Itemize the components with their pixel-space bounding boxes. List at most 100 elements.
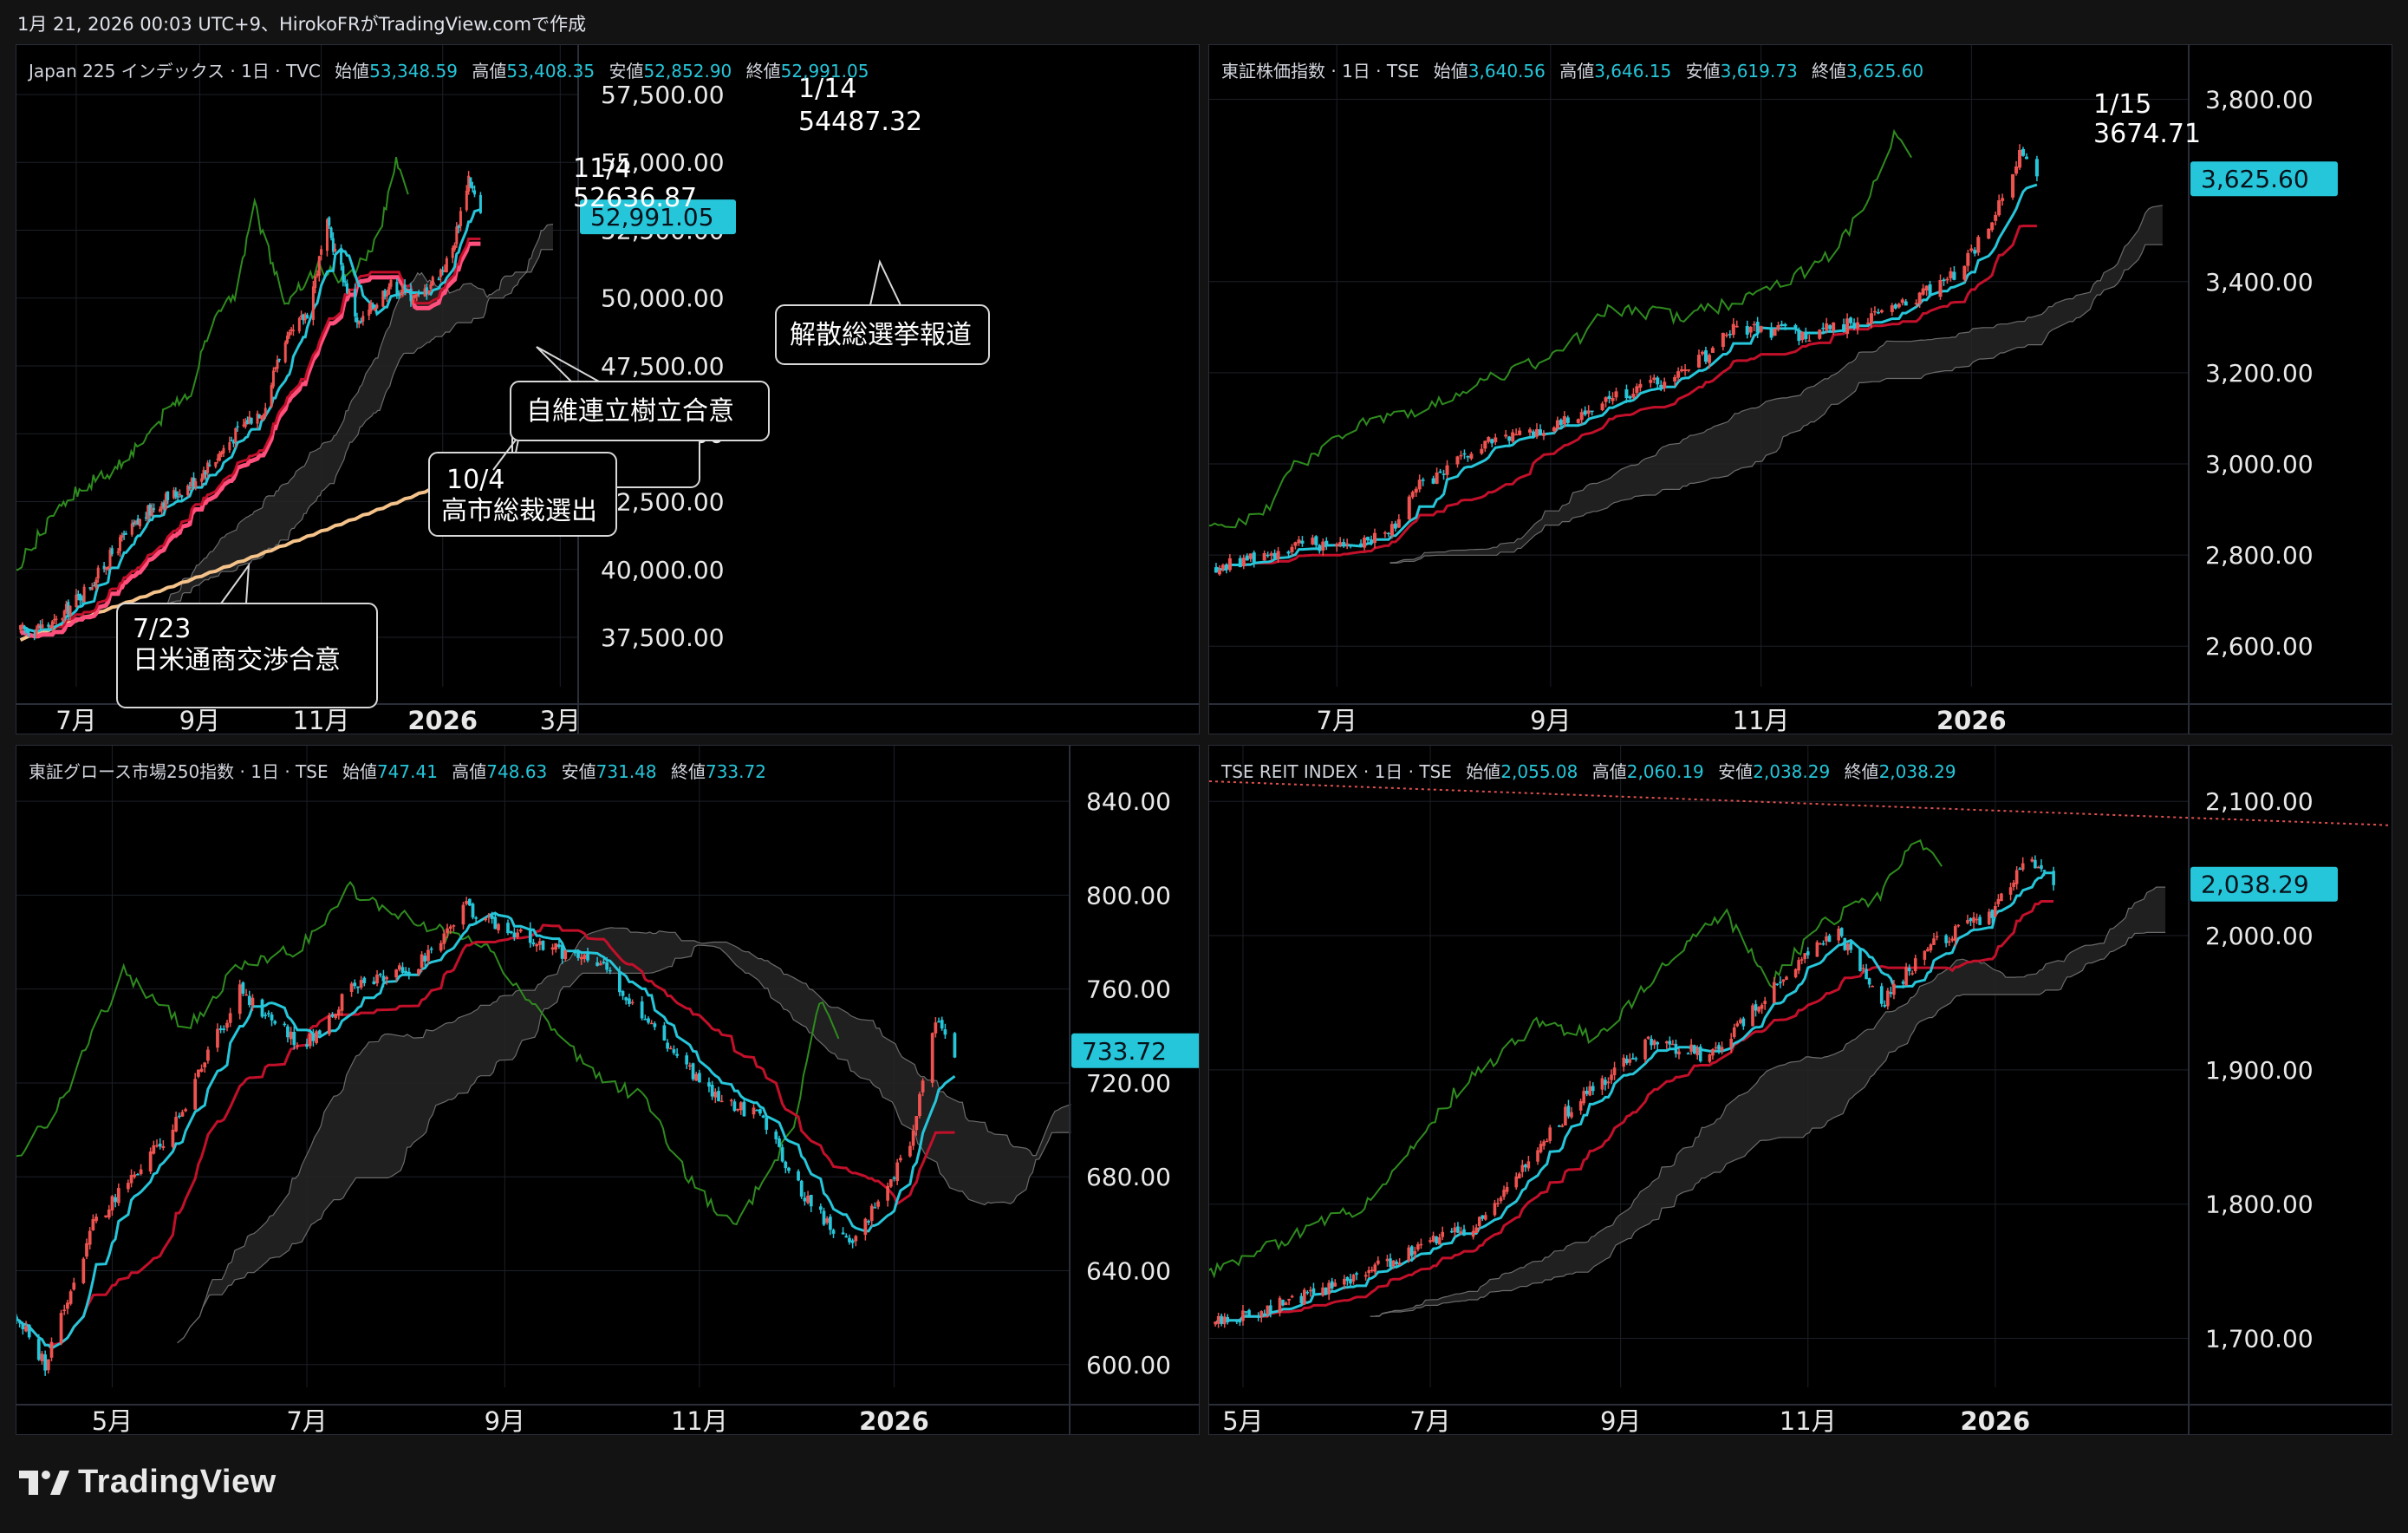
candle-body <box>202 470 205 479</box>
candle-body <box>425 287 428 295</box>
candle-body <box>236 426 239 428</box>
candle-body <box>178 493 181 496</box>
candle-body <box>1665 1041 1669 1044</box>
candle-body <box>199 1068 204 1072</box>
candle-body <box>1453 1227 1457 1233</box>
y-tick-label: 760.00 <box>1086 975 1171 1004</box>
candle-body <box>303 314 307 321</box>
candle-body <box>1276 551 1280 560</box>
candle-body <box>238 984 242 1014</box>
candle-body <box>451 247 454 258</box>
candle-body <box>541 940 545 950</box>
candle-body <box>176 496 179 498</box>
candle-body <box>1628 396 1632 399</box>
candle-body <box>1646 1036 1650 1039</box>
annotation-label: 日米通商交渉合意 <box>133 645 341 675</box>
candle-body <box>490 915 494 919</box>
candle-body <box>431 277 434 286</box>
candle-body <box>1689 1044 1693 1053</box>
candle-body <box>1419 1243 1423 1246</box>
annotation-date: 1/15 <box>2093 89 2151 120</box>
candle-body <box>81 597 84 601</box>
candle-body <box>1952 271 1956 280</box>
ichimoku-cloud <box>177 927 1071 1343</box>
candle-body <box>286 1026 290 1038</box>
candle-body <box>81 1258 86 1283</box>
candle-body <box>1773 329 1777 336</box>
candle-body <box>1710 348 1715 353</box>
candle-body <box>1484 1215 1487 1220</box>
candle-body <box>1507 436 1512 441</box>
x-tick-label: 9月 <box>179 706 220 734</box>
candle-body <box>1695 1047 1700 1056</box>
y-tick-label: 680.00 <box>1086 1163 1171 1191</box>
candle-body <box>200 478 204 482</box>
topix-chart-svg[interactable]: 3,800.00 3,400.00 3,200.00 3,000.00 2,800.00… <box>1209 45 2392 734</box>
candle-body <box>320 249 323 255</box>
candle-body <box>225 1022 229 1028</box>
legend-close: 52,991.05 <box>780 61 869 82</box>
candle-body <box>1711 1048 1715 1056</box>
candle-body <box>27 630 30 636</box>
candle-body <box>1369 539 1374 544</box>
candle-body <box>41 624 44 629</box>
candle-body <box>1345 1276 1350 1282</box>
candle-body <box>1431 1236 1435 1242</box>
y-tick-label: 57,500.00 <box>601 81 725 109</box>
candle-body <box>1363 537 1367 548</box>
candle-body <box>55 618 58 620</box>
candle-body <box>841 1232 845 1235</box>
candle-body <box>289 1031 293 1040</box>
candle-body <box>134 520 138 525</box>
tradingview-logo[interactable]: TradingView <box>19 1464 277 1501</box>
candle-body <box>1614 391 1618 398</box>
chart-panel-reit[interactable]: 2,100.00 2,000.00 1,900.00 1,800.00 1,700.00… <box>1208 745 2392 1435</box>
candle-body <box>621 991 625 996</box>
growth-chart-svg[interactable]: 840.00 800.00 760.00 720.00 680.00 640.00 600.… <box>16 746 1200 1435</box>
candle-body <box>1779 982 1782 983</box>
y-tick-label: 37,500.00 <box>601 623 725 652</box>
candle-body <box>1886 990 1890 1007</box>
candle-body <box>1759 326 1763 332</box>
candle-body <box>130 523 133 535</box>
candle-body <box>888 1178 893 1187</box>
candle-body <box>1900 299 1904 303</box>
candle-body <box>1583 410 1587 415</box>
chart-panel-growth[interactable]: 840.00 800.00 760.00 720.00 680.00 640.00 600.… <box>16 745 1200 1435</box>
legend-open-label: 始値 <box>335 61 370 82</box>
nikkei-chart-svg[interactable]: 57,500.0055,000.0052,500.0050,000.0047,5… <box>16 45 1200 734</box>
legend-open-label: 始値 <box>1433 61 1468 82</box>
candle-body <box>1929 944 1933 950</box>
candle-body <box>1224 564 1228 570</box>
candle-body <box>1622 1057 1626 1067</box>
x-tick-label: 11月 <box>671 1406 728 1435</box>
candle-body <box>1997 200 2001 216</box>
candle-body <box>557 944 561 947</box>
candle-body <box>1220 564 1225 570</box>
legend-high-label: 高値 <box>1591 761 1627 782</box>
y-tick-label: 47,500.00 <box>601 352 725 381</box>
candle-body <box>1904 301 1908 306</box>
candle-body <box>1741 1018 1746 1027</box>
chart-panel-nikkei[interactable]: 57,500.0055,000.0052,500.0050,000.0047,5… <box>16 44 1200 734</box>
candle-body <box>729 1099 733 1102</box>
candle-body <box>1879 310 1884 313</box>
candle-body <box>867 1221 870 1223</box>
candle-body <box>138 519 141 526</box>
candle-body <box>1928 284 1932 297</box>
lagging-span <box>16 880 840 1226</box>
candle-body <box>1303 1289 1306 1305</box>
candle-body <box>40 1354 44 1361</box>
candle-body <box>1714 1047 1718 1049</box>
chart-panel-topix[interactable]: 3,800.00 3,400.00 3,200.00 3,000.00 2,800.00… <box>1208 44 2392 734</box>
tradingview-logo-icon <box>19 1470 69 1495</box>
candle-body <box>118 537 121 551</box>
y-tick-label: 3,400.00 <box>2205 268 2314 297</box>
candle-body <box>1924 285 1929 290</box>
candle-body <box>260 999 264 1017</box>
reit-chart-svg[interactable]: 2,100.00 2,000.00 1,900.00 1,800.00 1,700.00… <box>1209 746 2392 1435</box>
candle-body <box>930 1033 934 1083</box>
candle-body <box>1966 252 1970 266</box>
candle-body <box>371 303 374 310</box>
candle-body <box>334 248 337 251</box>
